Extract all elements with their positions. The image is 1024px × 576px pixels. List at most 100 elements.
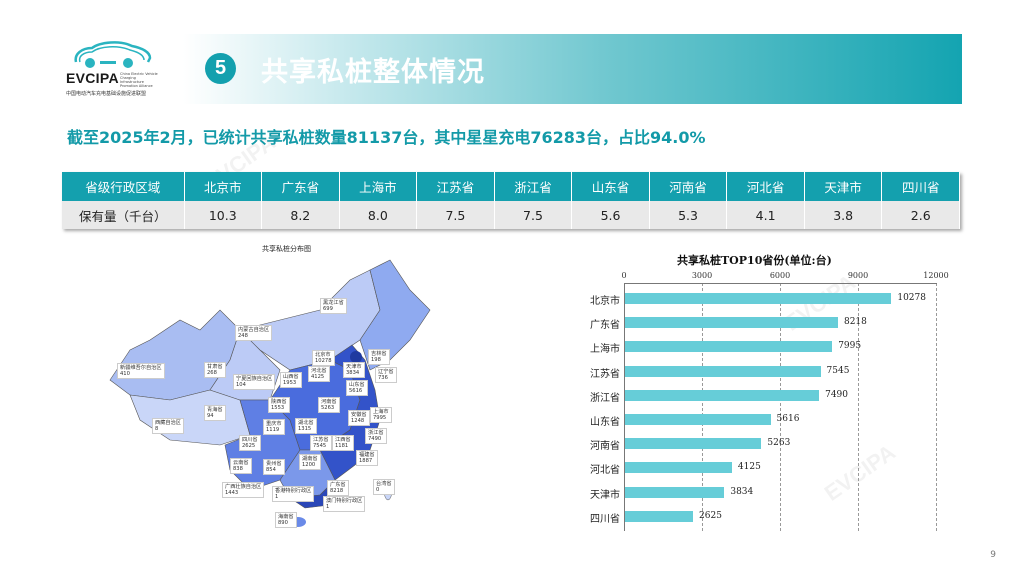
- map-label: 宁夏回族自治区 104: [233, 374, 276, 390]
- gridline: [858, 283, 859, 531]
- y-category-label: 四川省: [590, 513, 620, 525]
- section-number-badge: 5: [205, 53, 236, 84]
- table-cell: 5.6: [571, 201, 650, 229]
- map-label: 广西壮族自治区 1443: [222, 482, 265, 498]
- y-category-label: 山东省: [590, 417, 620, 428]
- x-tick-label: 9000: [847, 271, 869, 280]
- map-label: 天津市 3834: [343, 362, 365, 378]
- evcipa-logo: EVCIPA China Electric Vehicle Charging I…: [64, 40, 174, 98]
- logo-cn-name: 中国电动汽车充电基础设施促进联盟: [66, 91, 147, 97]
- table-header-cell: 天津市: [804, 172, 883, 201]
- x-tick-label: 3000: [691, 271, 713, 280]
- bar-value-label: 7995: [838, 341, 862, 352]
- bar: [625, 414, 771, 425]
- table-header-cell: 河南省: [649, 172, 728, 201]
- x-tick-label: 6000: [769, 271, 791, 280]
- map-label: 河南省 5263: [318, 397, 340, 413]
- map-label: 湖南省 1200: [299, 454, 321, 470]
- map-label: 贵州省 854: [263, 459, 285, 475]
- map-label: 上海市 7995: [370, 407, 392, 423]
- map-label: 香港特别行政区 1: [272, 486, 315, 502]
- table-header-cell: 北京市: [184, 172, 263, 201]
- map-label: 江西省 1181: [332, 435, 354, 451]
- bar-value-label: 10278: [897, 293, 926, 303]
- map-title: 共享私桩分布图: [262, 245, 311, 253]
- bar: [625, 462, 732, 474]
- y-category-label: 天津市: [590, 489, 620, 501]
- map-label: 陕西省 1553: [268, 397, 290, 413]
- bar-value-label: 7545: [826, 365, 850, 376]
- table-header-cell: 山东省: [571, 172, 650, 201]
- map-label: 云南省 838: [230, 458, 252, 474]
- map-label: 西藏自治区 8: [152, 418, 184, 434]
- map-label: 台湾省 0: [373, 479, 395, 495]
- y-category-label: 江苏省: [590, 368, 620, 380]
- gridline: [936, 283, 937, 531]
- bar: [625, 510, 694, 522]
- bar-value-label: 8218: [843, 317, 867, 328]
- y-axis: [624, 283, 625, 531]
- bar-value-label: 4125: [737, 462, 761, 473]
- map-label: 湖北省 1315: [295, 418, 317, 434]
- bar: [625, 438, 762, 450]
- map-label: 广东省 8218: [327, 480, 349, 496]
- map-label: 澳门特别行政区 1: [323, 496, 366, 512]
- table-header-cell: 江苏省: [416, 172, 495, 201]
- bar: [625, 389, 820, 401]
- bar-value-label: 5263: [767, 438, 791, 449]
- map-label: 河北省 4125: [308, 366, 330, 382]
- page-number: 9: [990, 550, 996, 560]
- table-cell: 3.8: [804, 201, 883, 229]
- map-label: 黑龙江省 699: [320, 298, 347, 314]
- car-plug-icon: [74, 41, 152, 68]
- table-cell: 7.5: [416, 201, 495, 229]
- map-label: 山东省 5616: [346, 380, 368, 396]
- table-row: 保有量（千台） 10.3 8.2 8.0 7.5 7.5 5.6 5.3 4.1…: [62, 201, 960, 229]
- map-label: 青海省 94: [204, 405, 226, 421]
- table-cell: 8.0: [339, 201, 418, 229]
- y-category-label: 浙江省: [590, 392, 620, 404]
- table-cell: 5.3: [649, 201, 728, 229]
- bar: [625, 486, 725, 498]
- table-header-cell: 省级行政区域: [62, 172, 185, 201]
- bar: [625, 293, 892, 304]
- map-label: 北京市 10278: [312, 350, 335, 366]
- map-label: 新疆维吾尔自治区 410: [117, 363, 165, 379]
- chart-title: 共享私桩TOP10省份(单位:台): [677, 254, 832, 267]
- bar-value-label: 3834: [730, 486, 754, 497]
- bar-value-label: 2625: [699, 510, 722, 521]
- map-label: 四川省 2625: [239, 435, 261, 451]
- y-category-label: 河南省: [590, 441, 620, 453]
- map-label: 甘肃省 268: [204, 362, 226, 378]
- y-category-label: 广东省: [590, 320, 620, 332]
- table-cell: 2.6: [881, 201, 960, 229]
- table-cell: 10.3: [184, 201, 263, 229]
- table-header-cell: 广东省: [261, 172, 340, 201]
- summary-table: 省级行政区域 北京市 广东省 上海市 江苏省 浙江省 山东省 河南省 河北省 天…: [62, 172, 960, 229]
- map-label: 浙江省 7490: [365, 428, 387, 444]
- bar-value-label: 7490: [825, 389, 849, 400]
- page-title: 共享私桩整体情况: [261, 57, 485, 88]
- table-header-cell: 四川省: [881, 172, 960, 201]
- china-choropleth-map: 黑龙江省 699 内蒙古自治区 248 新疆维吾尔自治区 410 吉林省 198 甘肃省…: [90, 250, 480, 540]
- top10-bar-chart: 共享私桩TOP10省份(单位:台) 0 3000 6000 9000 12000…: [572, 250, 972, 540]
- table-cell: 4.1: [726, 201, 805, 229]
- table-header-row: 省级行政区域 北京市 广东省 上海市 江苏省 浙江省 山东省 河南省 河北省 天…: [62, 172, 960, 201]
- table-cell: 7.5: [494, 201, 573, 229]
- y-category-label: 上海市: [590, 344, 620, 356]
- x-axis: [624, 283, 937, 284]
- map-label: 辽宁省 736: [375, 367, 397, 383]
- map-label: 海南省 890: [275, 512, 297, 528]
- y-category-label: 北京市: [590, 296, 620, 307]
- y-category-label: 河北省: [590, 465, 620, 477]
- table-header-cell: 上海市: [339, 172, 418, 201]
- gridline: [702, 283, 703, 531]
- map-label: 吉林省 198: [368, 349, 390, 365]
- map-label: 内蒙古自治区 248: [235, 325, 273, 341]
- map-label: 福建省 1887: [356, 450, 378, 466]
- bar: [625, 365, 821, 377]
- bar: [625, 341, 833, 353]
- map-label: 江苏省 7545: [310, 435, 332, 451]
- bar: [625, 317, 838, 329]
- x-tick-label: 12000: [923, 271, 949, 280]
